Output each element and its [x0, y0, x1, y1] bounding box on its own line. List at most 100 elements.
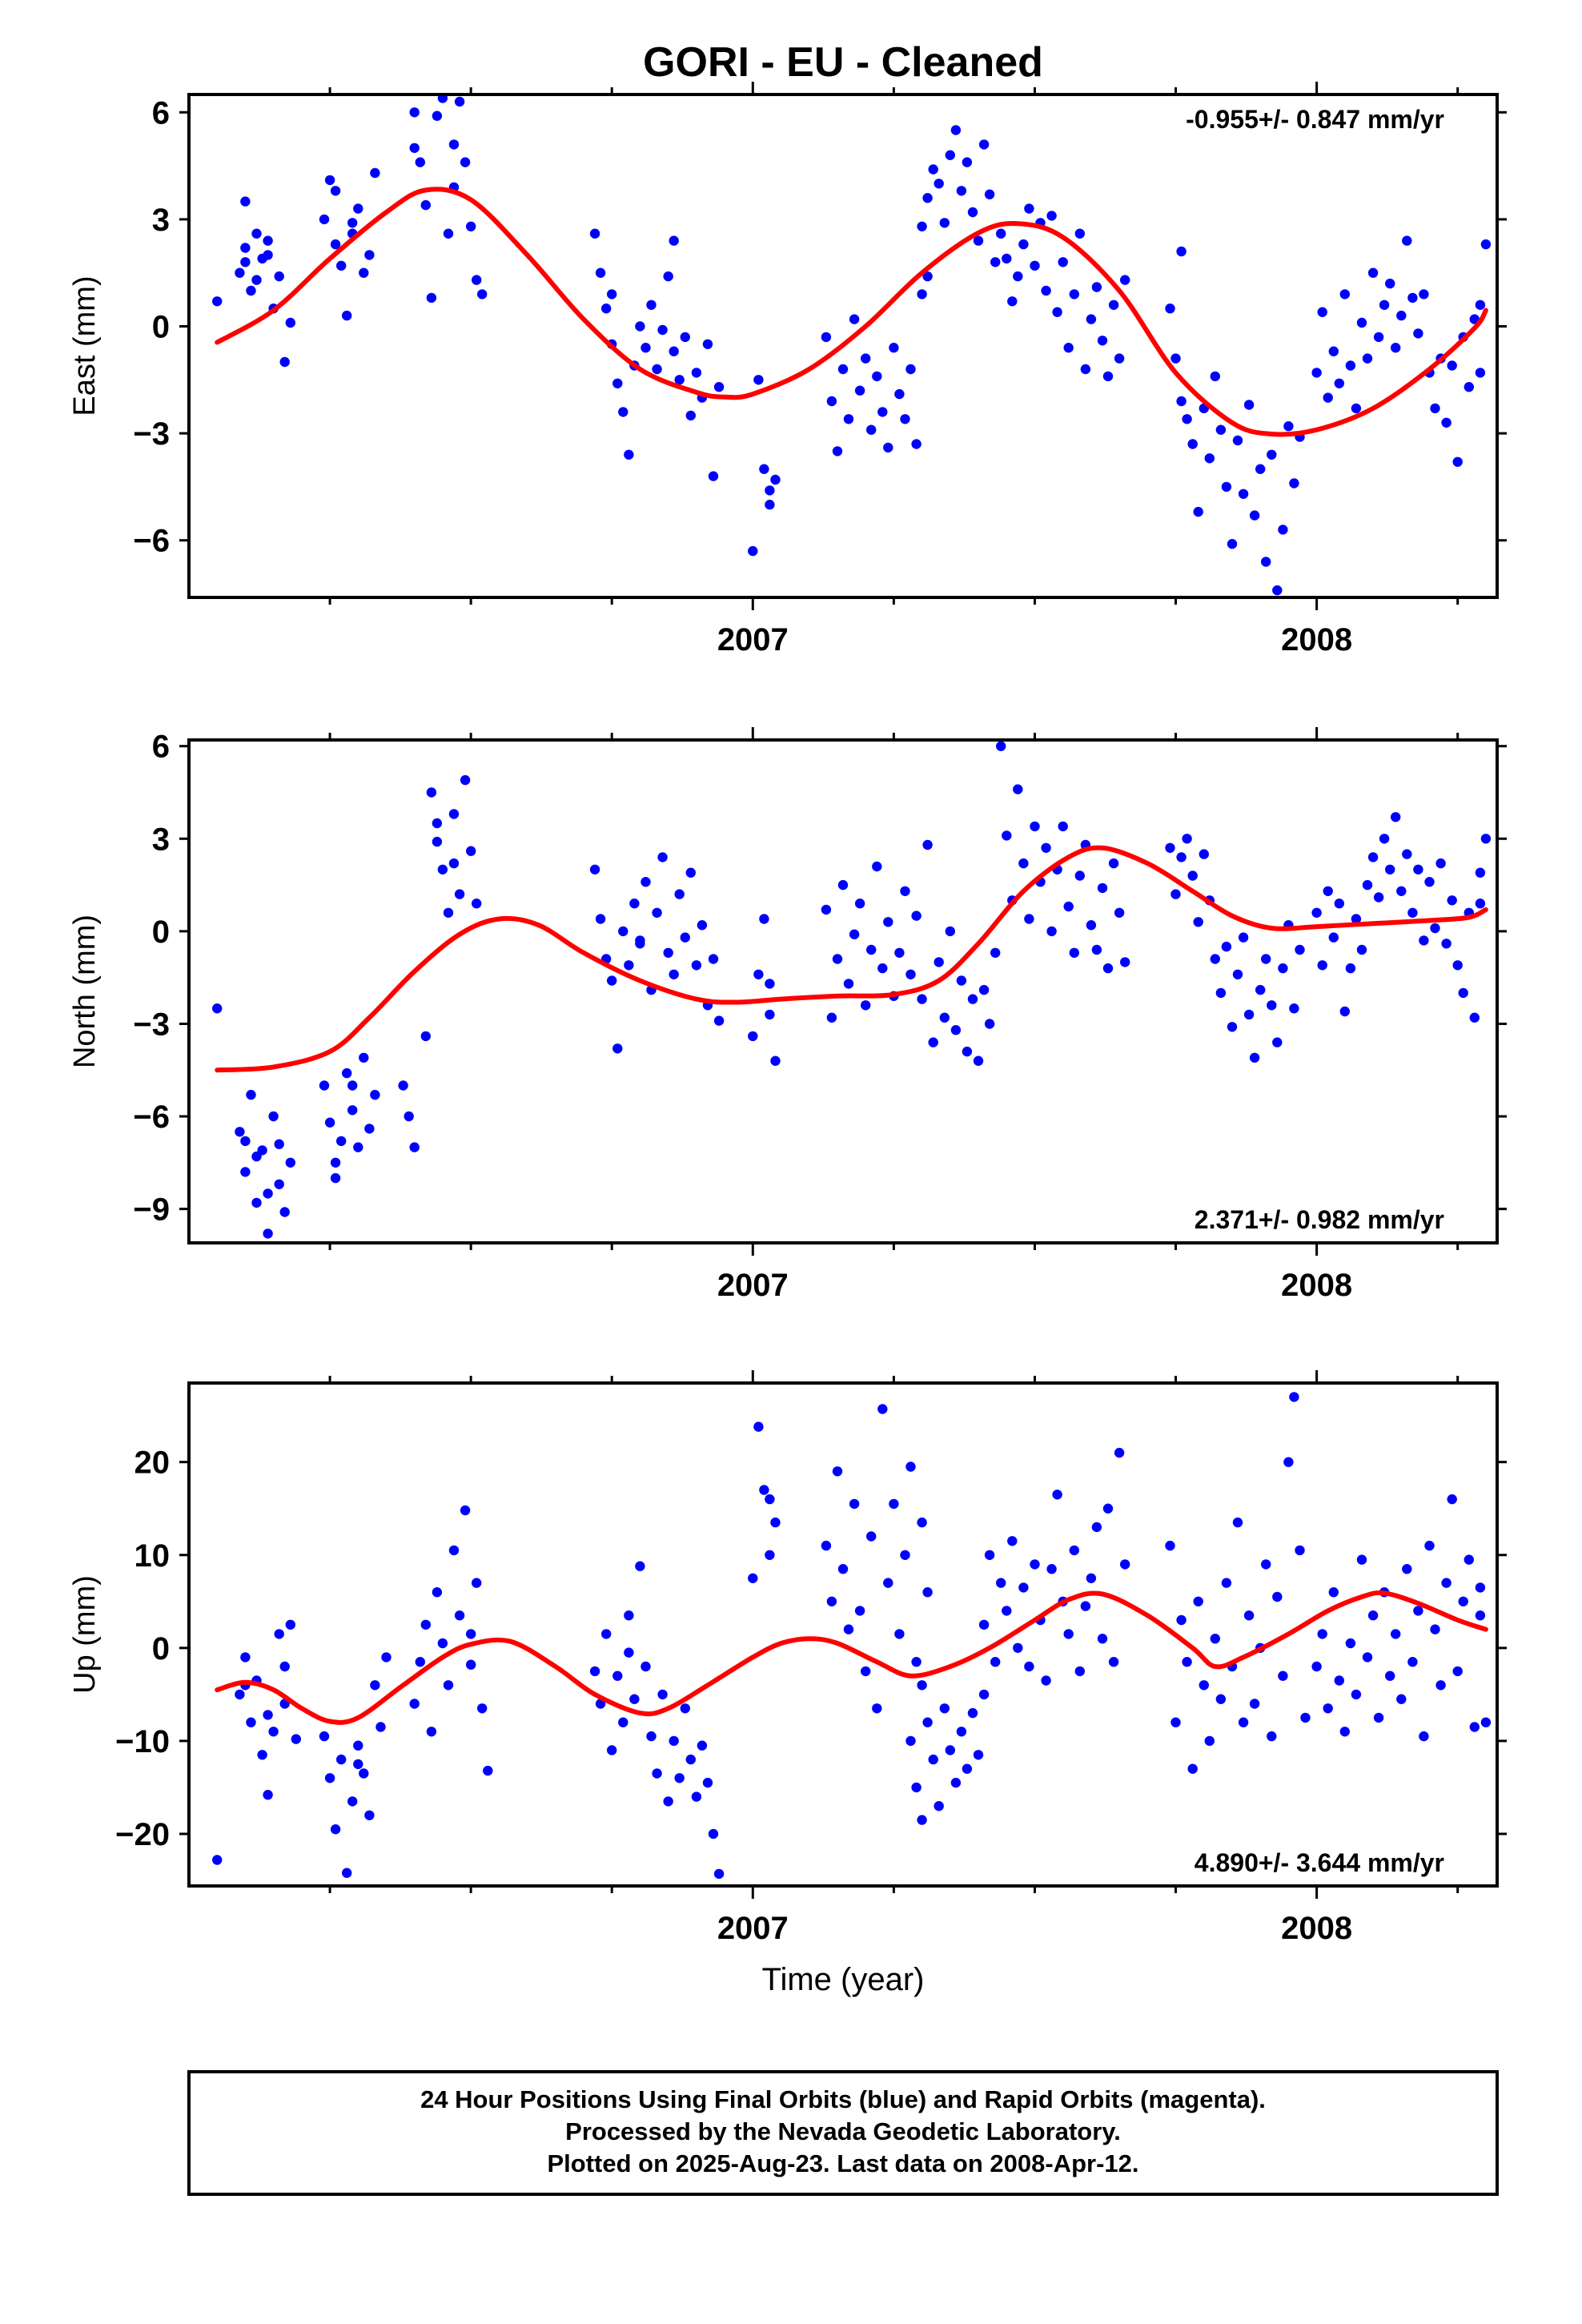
up-data-point — [821, 1540, 832, 1551]
north-data-point — [1475, 867, 1486, 878]
up-data-point — [1402, 1564, 1412, 1574]
east-data-point — [759, 464, 769, 474]
up-data-point — [324, 1773, 335, 1783]
east-fit-curve — [215, 187, 1488, 437]
east-data-point — [347, 218, 358, 228]
up-data-point — [917, 1680, 927, 1691]
up-y-tick-label: 10 — [135, 1538, 171, 1574]
north-data-point — [939, 1012, 950, 1023]
up-data-point — [1396, 1694, 1407, 1704]
north-data-point — [466, 846, 476, 856]
north-x-tick-label: 2007 — [717, 1268, 789, 1303]
up-data-point — [1187, 1763, 1198, 1774]
north-data-point — [268, 1111, 279, 1122]
north-data-point — [618, 926, 628, 937]
up-data-point — [1356, 1554, 1367, 1565]
east-data-point — [1018, 239, 1029, 250]
east-data-point — [1345, 360, 1356, 371]
east-data-point — [990, 257, 1001, 267]
north-data-point — [1385, 864, 1395, 875]
up-data-point — [872, 1703, 882, 1714]
north-data-point — [1407, 907, 1418, 919]
up-data-point — [1243, 1610, 1255, 1621]
north-y-axis-label: North (mm) — [68, 915, 102, 1068]
north-data-point — [928, 1037, 938, 1047]
up-data-point — [1424, 1540, 1435, 1551]
east-data-point — [1249, 510, 1260, 521]
east-data-point — [1030, 260, 1040, 271]
up-frame — [187, 1381, 1499, 1888]
north-data-point — [1193, 917, 1203, 927]
north-data-point — [359, 1052, 369, 1063]
up-data-point — [1447, 1494, 1457, 1505]
up-data-point — [437, 1638, 448, 1649]
east-data-point — [1232, 435, 1243, 446]
east-data-point — [917, 289, 927, 300]
up-data-point — [680, 1703, 690, 1714]
east-data-point — [917, 221, 927, 231]
north-data-point — [336, 1136, 347, 1147]
north-data-point — [1069, 947, 1080, 959]
east-data-point — [212, 296, 223, 307]
up-data-point — [1261, 1559, 1271, 1570]
north-data-point — [1367, 852, 1379, 862]
east-data-point — [883, 442, 893, 453]
north-data-point — [635, 935, 645, 946]
up-data-point — [1480, 1717, 1492, 1727]
north-data-point — [426, 787, 437, 798]
east-data-point — [889, 343, 899, 353]
east-data-point — [1480, 239, 1492, 250]
north-data-point — [212, 1003, 223, 1014]
up-data-point — [246, 1717, 256, 1727]
east-data-point — [454, 96, 465, 107]
east-data-point — [680, 332, 690, 343]
up-fit-curve — [215, 1590, 1488, 1725]
east-y-tick-label: −6 — [133, 524, 170, 559]
north-data-point — [837, 879, 849, 891]
east-data-point — [263, 250, 273, 260]
up-data-point — [1283, 1457, 1294, 1467]
north-data-point — [861, 1000, 871, 1011]
up-data-point — [342, 1868, 352, 1878]
north-data-point — [1165, 842, 1175, 854]
footer-line-2: Processed by the Nevada Geodetic Laborat… — [565, 2117, 1121, 2145]
east-rate-annotation: -0.955+/- 0.847 mm/yr — [1186, 105, 1444, 134]
north-data-point — [404, 1111, 414, 1122]
up-data-point — [691, 1791, 702, 1802]
north-data-point — [274, 1139, 284, 1149]
north-data-point — [240, 1136, 251, 1147]
east-data-point — [1227, 539, 1238, 549]
east-data-point — [235, 267, 245, 278]
up-data-point — [601, 1629, 612, 1639]
east-data-point — [612, 378, 623, 388]
north-data-point — [765, 979, 775, 989]
north-y-tick-label: −6 — [133, 1100, 170, 1135]
north-data-point — [1272, 1037, 1283, 1047]
north-data-point — [330, 1172, 341, 1184]
north-data-point — [1419, 935, 1429, 946]
north-data-point — [1458, 987, 1468, 999]
north-y-tick-label: 6 — [152, 730, 170, 765]
up-data-point — [1018, 1582, 1029, 1593]
up-data-point — [1193, 1596, 1203, 1607]
up-y-tick-label: −10 — [115, 1724, 170, 1759]
up-y-tick-label: −20 — [115, 1817, 170, 1852]
up-data-point — [990, 1657, 1001, 1667]
east-data-point — [669, 346, 679, 356]
east-data-point — [1278, 525, 1288, 535]
up-data-point — [967, 1707, 978, 1719]
east-data-point — [1362, 353, 1373, 364]
north-data-point — [595, 914, 606, 924]
up-data-point — [1182, 1657, 1192, 1667]
north-data-point — [1030, 821, 1040, 832]
up-data-point — [663, 1796, 673, 1807]
east-x-tick-label: 2007 — [717, 622, 789, 657]
up-y-axis-label: Up (mm) — [68, 1575, 102, 1694]
up-data-point — [483, 1765, 493, 1776]
up-data-point — [319, 1731, 330, 1742]
north-data-point — [973, 1055, 984, 1066]
up-data-point — [854, 1606, 865, 1616]
up-data-point — [911, 1657, 921, 1667]
north-fit-curve — [215, 845, 1488, 1073]
up-data-point — [426, 1727, 437, 1737]
